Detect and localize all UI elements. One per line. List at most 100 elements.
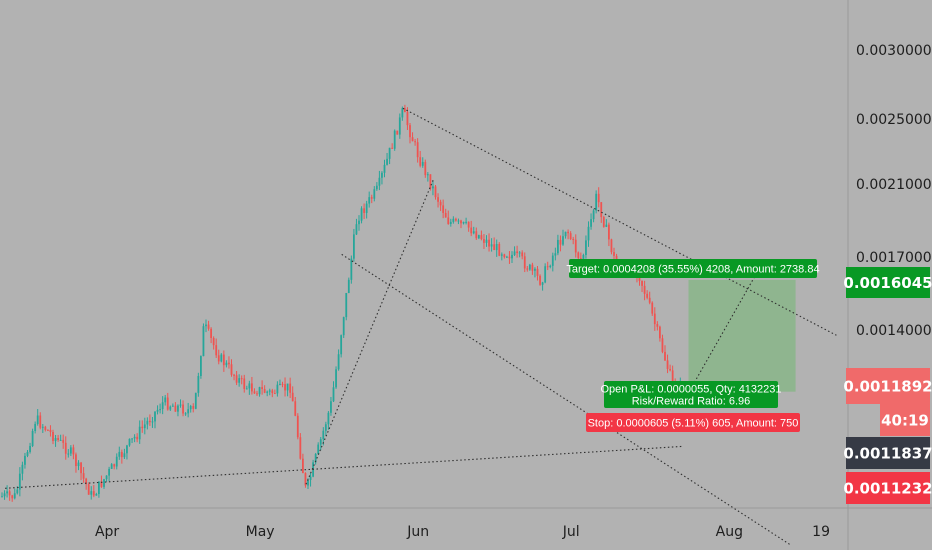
- stop-box[interactable]: [586, 413, 800, 432]
- candle-body: [296, 415, 299, 438]
- candle-body: [59, 439, 62, 441]
- candle-body: [368, 197, 371, 204]
- trendline-3[interactable]: [5, 445, 684, 489]
- candle-body: [154, 411, 156, 422]
- candle-body: [263, 388, 266, 393]
- trendline-2[interactable]: [341, 253, 791, 546]
- candle-body: [516, 251, 518, 253]
- candle-body: [330, 401, 332, 413]
- candle-body: [585, 240, 587, 255]
- candle-body: [666, 360, 669, 369]
- x-tick-label: 19: [812, 524, 830, 540]
- candle-body: [549, 265, 552, 268]
- x-tick-label: May: [246, 524, 275, 540]
- candle-body: [406, 112, 409, 126]
- candle-body: [230, 364, 233, 375]
- candle-body: [118, 451, 121, 457]
- candle-body: [200, 356, 202, 376]
- candle-body: [564, 231, 567, 237]
- candle-body: [131, 438, 133, 440]
- candle-body: [87, 484, 90, 495]
- candle-body: [587, 226, 590, 241]
- candle-body: [602, 217, 605, 227]
- candle-body: [335, 369, 337, 388]
- candle-body: [207, 324, 210, 329]
- candle-body: [477, 235, 480, 239]
- candle-body: [526, 268, 529, 270]
- candle-body: [432, 186, 434, 189]
- candle-body: [669, 368, 671, 371]
- candle-body: [656, 324, 659, 327]
- trendline-1[interactable]: [402, 107, 837, 336]
- candle-body: [531, 264, 534, 271]
- candle-body: [228, 362, 230, 365]
- candle-body: [136, 436, 139, 440]
- candle-body: [503, 254, 506, 258]
- candle-body: [358, 220, 360, 225]
- candle-body: [546, 266, 549, 268]
- candle-body: [605, 224, 608, 227]
- y-axis[interactable]: 0.0030000 0.0025000 0.0021000 0.0017000 0.00…: [856, 43, 932, 339]
- candle-body: [187, 409, 190, 414]
- position-labels[interactable]: Target: 0.0004208 (35.55%) 4208, Amount:…: [566, 259, 820, 432]
- candle-body: [34, 423, 37, 431]
- candle-body: [506, 256, 508, 258]
- candle-body: [159, 409, 161, 411]
- candle-body: [233, 374, 235, 376]
- candle-body: [324, 424, 327, 431]
- price-badges: 0.0016045 0.0011892 40:19 0.0011837 0.001123…: [843, 267, 932, 504]
- candle-body: [610, 239, 613, 253]
- candle-body: [141, 426, 144, 429]
- candle-body: [294, 401, 297, 416]
- candle-body: [327, 412, 330, 425]
- candle-body: [217, 355, 220, 362]
- candle-body: [279, 383, 281, 385]
- candle-body: [182, 404, 184, 414]
- candle-body: [398, 117, 401, 135]
- candle-body: [381, 172, 383, 178]
- target-box[interactable]: [569, 259, 817, 278]
- x-tick-label: Apr: [95, 524, 119, 540]
- candle-body: [156, 409, 159, 412]
- candle-body: [171, 405, 174, 407]
- trendline-4[interactable]: [305, 179, 435, 485]
- candle-body: [205, 324, 207, 327]
- candle-body: [388, 147, 391, 159]
- timer-badge: [880, 404, 930, 436]
- candle-body: [57, 438, 59, 440]
- candle-body: [342, 317, 345, 336]
- candle-body: [161, 402, 164, 410]
- candle-body: [419, 157, 422, 166]
- candle-body: [317, 444, 320, 454]
- candle-body: [169, 406, 172, 410]
- candle-body: [452, 218, 455, 222]
- x-axis[interactable]: Apr May Jun Jul Aug 19: [95, 524, 830, 540]
- candle-body: [67, 453, 70, 455]
- candle-body: [133, 436, 136, 439]
- candle-body: [149, 420, 151, 423]
- candle-body: [8, 491, 11, 496]
- candle-body: [72, 447, 75, 455]
- current-price-badge: [846, 267, 930, 298]
- candle-body: [355, 224, 358, 235]
- candle-body: [411, 137, 414, 142]
- candle-body: [245, 388, 248, 390]
- pnl-box[interactable]: [604, 381, 778, 408]
- candle-body: [281, 383, 284, 385]
- candle-body: [671, 370, 674, 382]
- candle-body: [424, 161, 427, 176]
- candle-body: [396, 130, 399, 135]
- candle-body: [557, 239, 559, 254]
- candle-body: [105, 475, 108, 480]
- candle-body: [608, 224, 610, 240]
- candle-body: [184, 413, 187, 415]
- candle-body: [559, 239, 562, 245]
- candle-body: [92, 491, 95, 496]
- candle-body: [536, 268, 539, 276]
- candle-body: [143, 424, 146, 429]
- stop-price-badge-text: 0.0011232: [843, 480, 932, 498]
- candle-body: [52, 432, 54, 442]
- candle-body: [590, 219, 592, 227]
